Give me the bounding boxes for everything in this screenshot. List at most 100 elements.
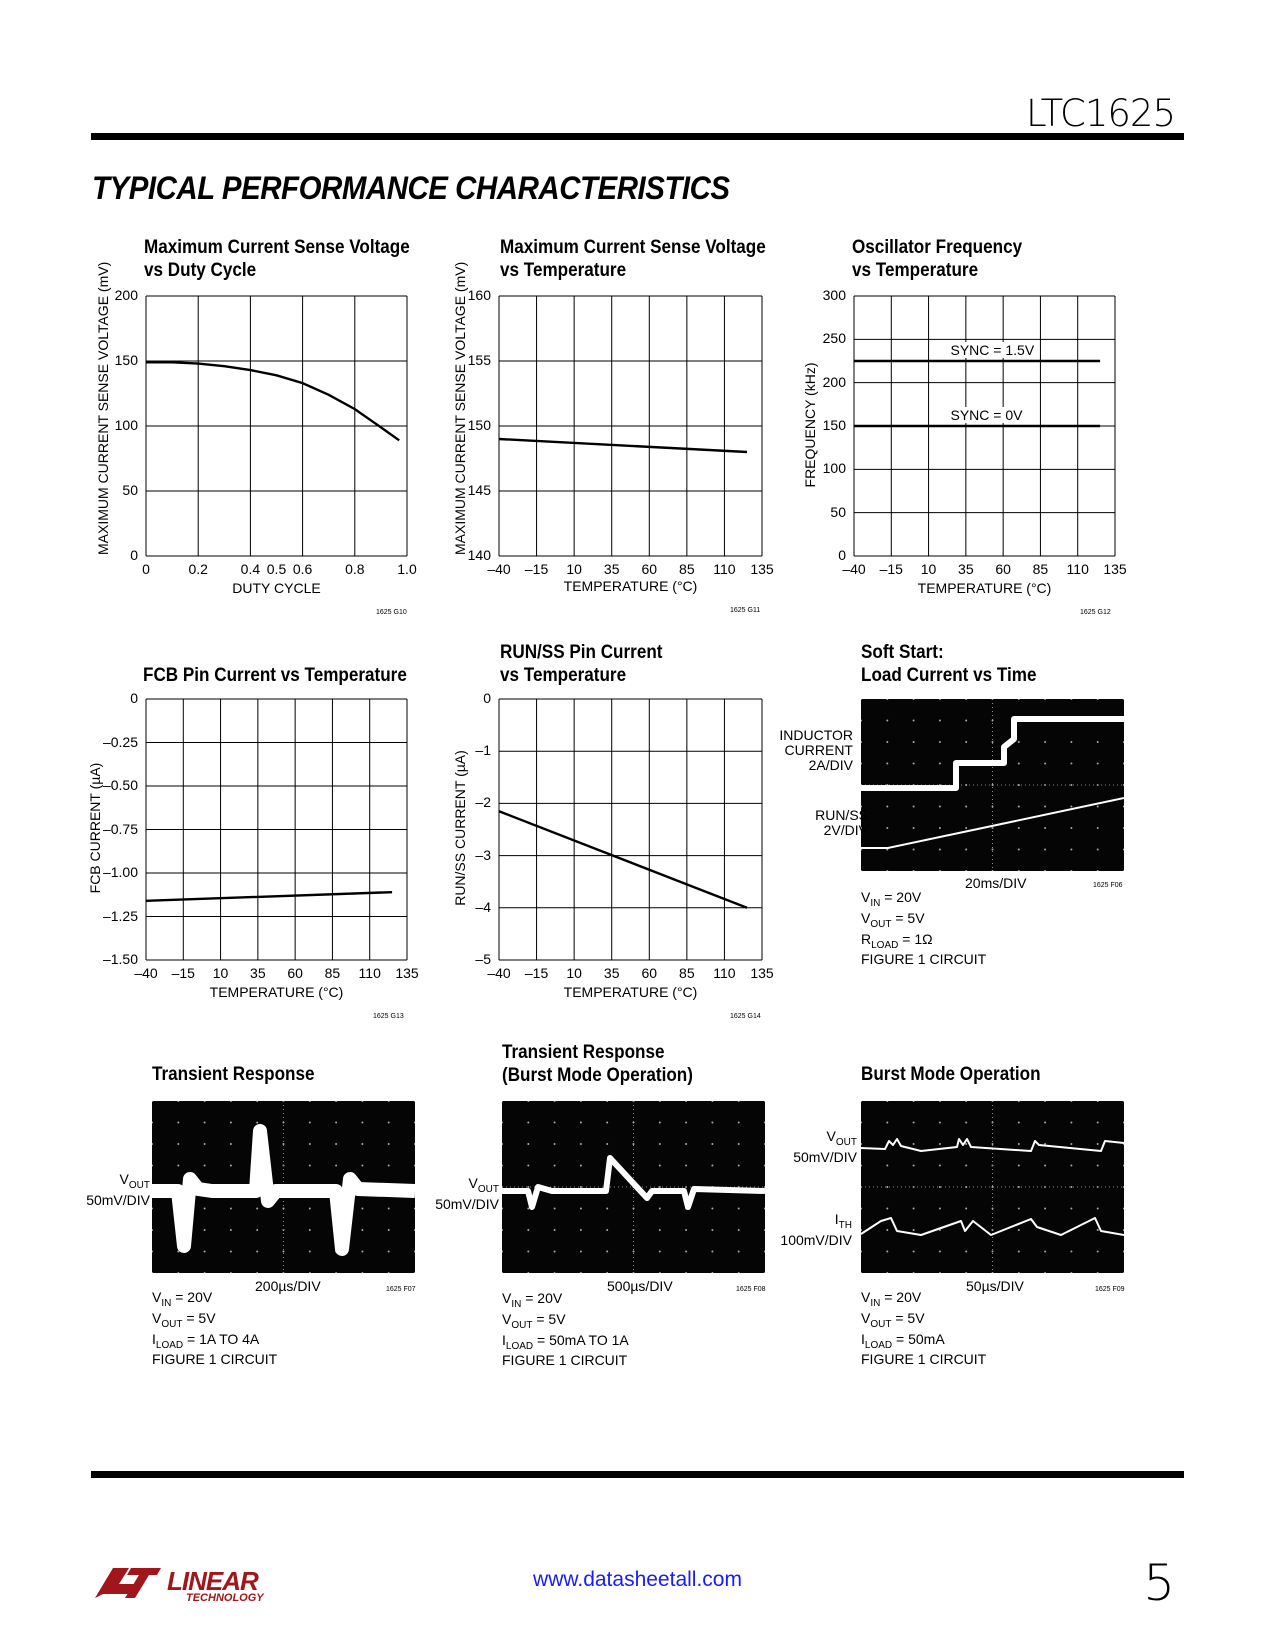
graticule-dot	[737, 1229, 740, 1231]
subscript: IN	[870, 1297, 881, 1309]
graticule-dot	[1017, 1121, 1020, 1124]
x-tick-label: 60	[641, 561, 658, 577]
graticule-dot	[711, 1143, 714, 1145]
graticule-dot	[938, 848, 941, 851]
graticule-dot	[886, 1186, 889, 1188]
condition-line: RLOAD = 1Ω	[861, 930, 933, 951]
graticule-dot	[579, 1121, 582, 1124]
graticule-dot	[1070, 741, 1073, 743]
channel-label-line: 50mV/DIV	[435, 1195, 499, 1212]
graticule-dot	[965, 1101, 968, 1102]
graticule-dot	[502, 1250, 503, 1253]
chart-title: Oscillator Frequency vs Temperature	[852, 236, 1022, 282]
graticule-dot	[764, 1186, 765, 1188]
graticule-dot	[1096, 1143, 1099, 1145]
scope-title-line: Burst Mode Operation	[861, 1064, 1041, 1085]
graticule-dot	[1017, 1207, 1020, 1210]
scope-title-line: Transient Response	[502, 1042, 665, 1063]
footer-url[interactable]: www.datasheetall.com	[533, 1568, 742, 1591]
graticule-dot	[553, 1272, 556, 1273]
graticule-dot	[1044, 805, 1047, 808]
x-tick-label: 35	[603, 965, 620, 981]
condition-line: VIN = 20V	[502, 1290, 563, 1310]
graticule-dot	[152, 1250, 153, 1253]
graticule-dot	[861, 1229, 862, 1231]
graticule-dot	[861, 699, 862, 700]
figure-code: 1625 G14	[730, 1013, 761, 1020]
x-tick-label: 35	[958, 561, 974, 577]
graticule-dot	[1123, 1186, 1124, 1188]
graticule-dot	[177, 1143, 180, 1145]
graticule-dot	[502, 1272, 503, 1273]
x-axis-label: TEMPERATURE (°C)	[563, 578, 698, 594]
y-tick-label: –5	[475, 951, 491, 967]
condition-line: VIN = 20V	[861, 889, 922, 909]
timebase-label: 20ms/DIV	[965, 875, 1027, 891]
graticule-dot	[361, 1250, 364, 1253]
graticule-dot	[1017, 1101, 1020, 1102]
graticule-dot	[886, 1272, 889, 1273]
chart-title-line: Oscillator Frequency	[852, 237, 1023, 258]
graticule-dot	[203, 1143, 206, 1145]
graticule-dot	[606, 1121, 609, 1124]
graticule-dot	[1070, 784, 1073, 786]
graticule-dot	[737, 1121, 740, 1124]
graticule-dot	[1096, 741, 1099, 743]
graticule-dot	[579, 1250, 582, 1253]
x-tick-label: 60	[287, 965, 303, 981]
graticule-dot	[387, 1272, 390, 1273]
graticule-dot	[1017, 741, 1020, 743]
graticule-dot	[861, 805, 862, 808]
graticule-dot	[912, 719, 915, 722]
y-tick-label: 150	[114, 352, 138, 368]
graticule-dot	[912, 1229, 915, 1231]
graticule-dot	[203, 1250, 206, 1253]
graticule-dot	[256, 1121, 259, 1124]
graticule-dot	[861, 1272, 862, 1273]
graticule-dot	[1044, 1101, 1047, 1102]
graticule-dot	[229, 1272, 232, 1273]
condition-line: VOUT = 5V	[152, 1309, 216, 1330]
graticule-dot	[361, 1121, 364, 1124]
figure-code: 1625 G13	[373, 1013, 404, 1020]
x-tick-label: –40	[134, 965, 158, 981]
graticule-dot	[861, 827, 862, 829]
y-tick-label: 0	[838, 547, 846, 563]
y-tick-label: 0	[130, 690, 138, 706]
graticule-dot	[1070, 762, 1073, 765]
graticule-dot	[527, 1143, 530, 1145]
channel-label-line: 2A/DIV	[808, 757, 853, 773]
x-tick-label: 85	[324, 965, 341, 981]
x-tick-label: 0.8	[345, 561, 365, 577]
scope-title: Transient Response	[152, 1063, 315, 1086]
x-tick-label: 35	[603, 561, 620, 577]
figure-code: 1625 F07	[386, 1286, 416, 1293]
channel-label: INDUCTOR CURRENT 2A/DIV	[775, 728, 853, 773]
graticule-dot	[579, 1101, 582, 1102]
graticule-dot	[1070, 870, 1073, 871]
graticule-dot	[308, 1272, 311, 1273]
x-tick-label: 110	[1066, 561, 1089, 577]
chart-title-line: FCB Pin Current vs Temperature	[143, 665, 407, 686]
y-tick-label: 300	[822, 287, 846, 303]
graticule-dot	[387, 1250, 390, 1253]
graticule-dot	[308, 1207, 311, 1210]
graticule-dot	[861, 719, 862, 722]
chart-title-line: vs Duty Cycle	[144, 260, 257, 281]
graticule-dot	[965, 1121, 968, 1124]
graticule-dot	[414, 1164, 415, 1167]
x-tick-label: 0.4	[240, 561, 261, 577]
scope-title: Soft Start: Load Current vs Time	[861, 641, 1036, 687]
condition-line: FIGURE 1 CIRCUIT	[502, 1352, 628, 1369]
y-tick-label: 150	[467, 417, 491, 433]
graticule-dot	[579, 1143, 582, 1145]
x-tick-label: 1.0	[397, 561, 417, 577]
graticule-dot	[938, 762, 941, 765]
y-tick-label: 200	[114, 287, 138, 303]
graticule-dot	[361, 1164, 364, 1167]
graticule-dot	[685, 1121, 688, 1124]
graticule-dot	[553, 1101, 556, 1102]
graticule-dot	[764, 1250, 765, 1253]
y-tick-label: –2	[475, 794, 491, 811]
graticule-dot	[308, 1229, 311, 1231]
